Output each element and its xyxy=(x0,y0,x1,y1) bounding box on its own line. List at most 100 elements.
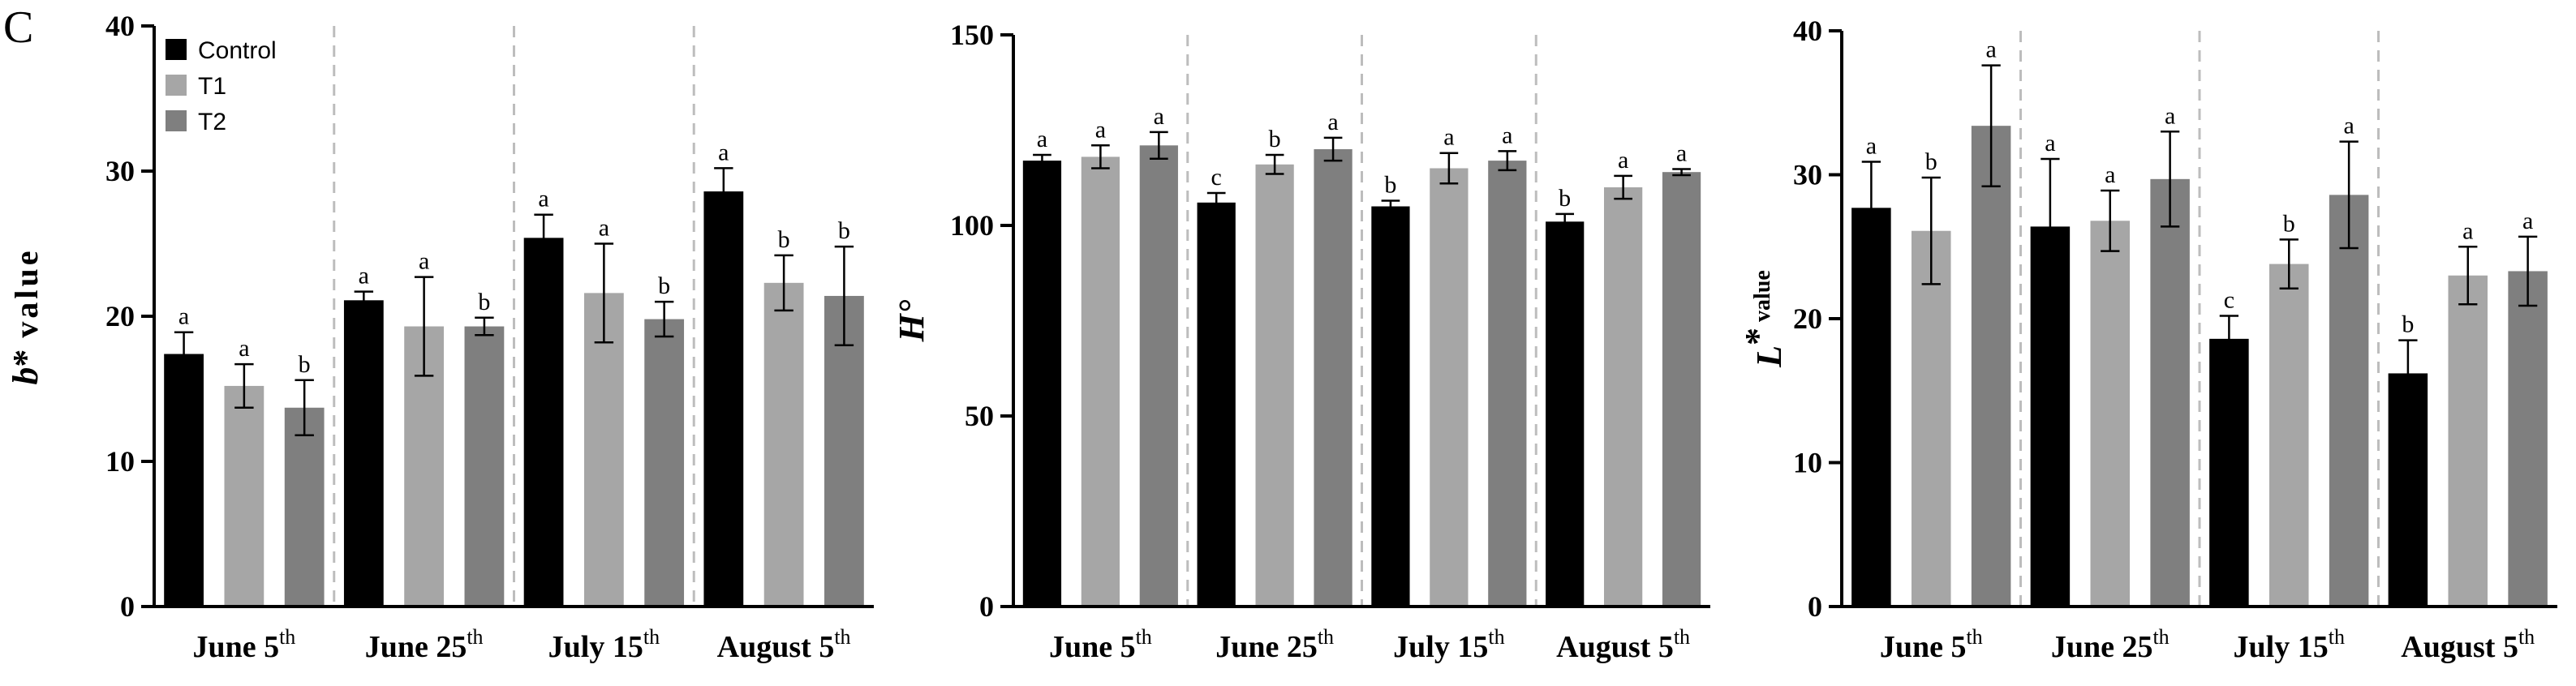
significance-letter: b xyxy=(1384,171,1396,198)
error-bar xyxy=(1498,150,1517,172)
significance-letter: a xyxy=(1443,124,1454,151)
bar-control-4 xyxy=(703,191,744,607)
error-bar xyxy=(2219,315,2239,363)
panel-label: C xyxy=(3,2,33,53)
significance-letter: a xyxy=(1154,103,1164,130)
significance-letter: b xyxy=(2283,210,2295,237)
error-bar xyxy=(174,331,194,377)
significance-letter: a xyxy=(1618,147,1628,174)
error-bar xyxy=(714,167,733,216)
legend-item: T1 xyxy=(166,73,226,100)
bar-t1-3 xyxy=(2269,264,2309,607)
significance-letter: a xyxy=(2165,102,2175,129)
error-bar xyxy=(534,213,553,263)
significance-letter: a xyxy=(1866,133,1877,160)
y-axis-title: H° xyxy=(892,299,931,342)
y-tick-label: 40 xyxy=(105,10,135,42)
error-bar xyxy=(2518,235,2538,307)
significance-letter: b xyxy=(478,289,490,315)
x-tick-label: July 15th xyxy=(1393,625,1504,664)
bar-control-1 xyxy=(1851,208,1891,607)
y-tick-label: 40 xyxy=(1793,15,1822,47)
legend-swatch xyxy=(166,75,187,96)
significance-letter: a xyxy=(599,215,609,242)
chart-panel-3: a b a June 5th a a a June 25th c b a July 15th b a a Au… xyxy=(1738,15,2557,664)
error-bar xyxy=(2279,238,2299,289)
bar-control-4 xyxy=(2388,373,2428,607)
x-tick-label: July 15th xyxy=(2234,625,2345,664)
error-bar xyxy=(594,242,614,344)
bar-t1-3 xyxy=(1430,168,1469,607)
x-tick-label: June 5th xyxy=(1880,625,1983,664)
bar-control-3 xyxy=(523,238,564,607)
chart-panel-1: a a b June 5th a a b June 25th a a b July 15th a b b Au… xyxy=(6,10,874,664)
bar-control-2 xyxy=(1197,202,1236,607)
bar-control-4 xyxy=(1546,221,1585,607)
error-bar xyxy=(2041,157,2060,296)
error-bar xyxy=(1381,199,1400,213)
significance-letter: a xyxy=(1985,36,1996,63)
legend: Control T1 T2 xyxy=(166,37,277,135)
significance-letter: a xyxy=(538,186,548,212)
bar-t2-3 xyxy=(1488,161,1527,607)
error-bar xyxy=(1206,191,1226,213)
x-tick-label: June 25th xyxy=(2051,625,2170,664)
y-tick-label: 0 xyxy=(979,590,994,623)
chart-panels: a a b June 5th a a b June 25th a a b July 15th a b b Au… xyxy=(6,10,2557,664)
significance-letter: a xyxy=(1502,122,1512,148)
bar-t2-4 xyxy=(824,295,864,607)
x-tick-label: June 25th xyxy=(1215,625,1334,664)
error-bar xyxy=(1921,176,1941,285)
legend-label: Control xyxy=(198,37,277,64)
significance-letter: a xyxy=(718,139,729,165)
x-tick-label: August 5th xyxy=(2401,625,2535,664)
error-bar xyxy=(1672,168,1691,177)
legend-label: T1 xyxy=(198,73,226,100)
bar-t2-3 xyxy=(2329,195,2369,607)
bar-control-3 xyxy=(2209,338,2249,607)
significance-letter: b xyxy=(1269,126,1281,152)
significance-letter: a xyxy=(2462,217,2473,244)
bar-control-3 xyxy=(1371,206,1410,607)
y-tick-label: 150 xyxy=(950,19,994,51)
error-bar xyxy=(1555,212,1575,230)
significance-letter: a xyxy=(2343,113,2354,139)
significance-letter: b xyxy=(299,351,311,378)
error-bar xyxy=(354,290,374,311)
error-bar xyxy=(654,300,674,338)
x-tick-label: June 5th xyxy=(192,625,295,664)
bar-t2-1 xyxy=(1139,145,1178,607)
bar-t1-4 xyxy=(2448,275,2488,607)
legend-swatch xyxy=(166,110,187,131)
significance-letter: b xyxy=(778,226,790,253)
bar-t2-2 xyxy=(2150,178,2190,607)
y-tick-label: 10 xyxy=(105,445,135,478)
error-bar xyxy=(1323,136,1343,162)
bar-t1-4 xyxy=(763,282,804,607)
error-bar xyxy=(1861,161,1881,255)
significance-letter: a xyxy=(1676,139,1687,166)
significance-letter: a xyxy=(1037,126,1047,152)
significance-letter: a xyxy=(2045,130,2055,156)
significance-letter: a xyxy=(2105,161,2115,188)
bar-t2-1 xyxy=(1971,126,2011,607)
error-bar xyxy=(414,276,434,377)
error-bar xyxy=(2339,140,2359,250)
bar-t2-3 xyxy=(644,319,685,607)
y-tick-label: 20 xyxy=(105,300,135,332)
significance-letter: a xyxy=(1095,116,1106,143)
significance-letter: b xyxy=(658,272,670,299)
legend-item: Control xyxy=(166,37,277,64)
significance-letter: b xyxy=(1559,185,1571,212)
bar-control-2 xyxy=(343,300,384,607)
y-tick-label: 20 xyxy=(1793,302,1822,335)
bar-t1-1 xyxy=(224,385,264,607)
significance-letter: a xyxy=(359,263,369,289)
error-bar xyxy=(834,245,854,347)
significance-letter: c xyxy=(1211,164,1222,191)
significance-letter: b xyxy=(1925,148,1937,175)
bar-control-1 xyxy=(1022,161,1062,607)
x-tick-label: June 5th xyxy=(1049,625,1152,664)
error-bar xyxy=(1265,153,1284,175)
